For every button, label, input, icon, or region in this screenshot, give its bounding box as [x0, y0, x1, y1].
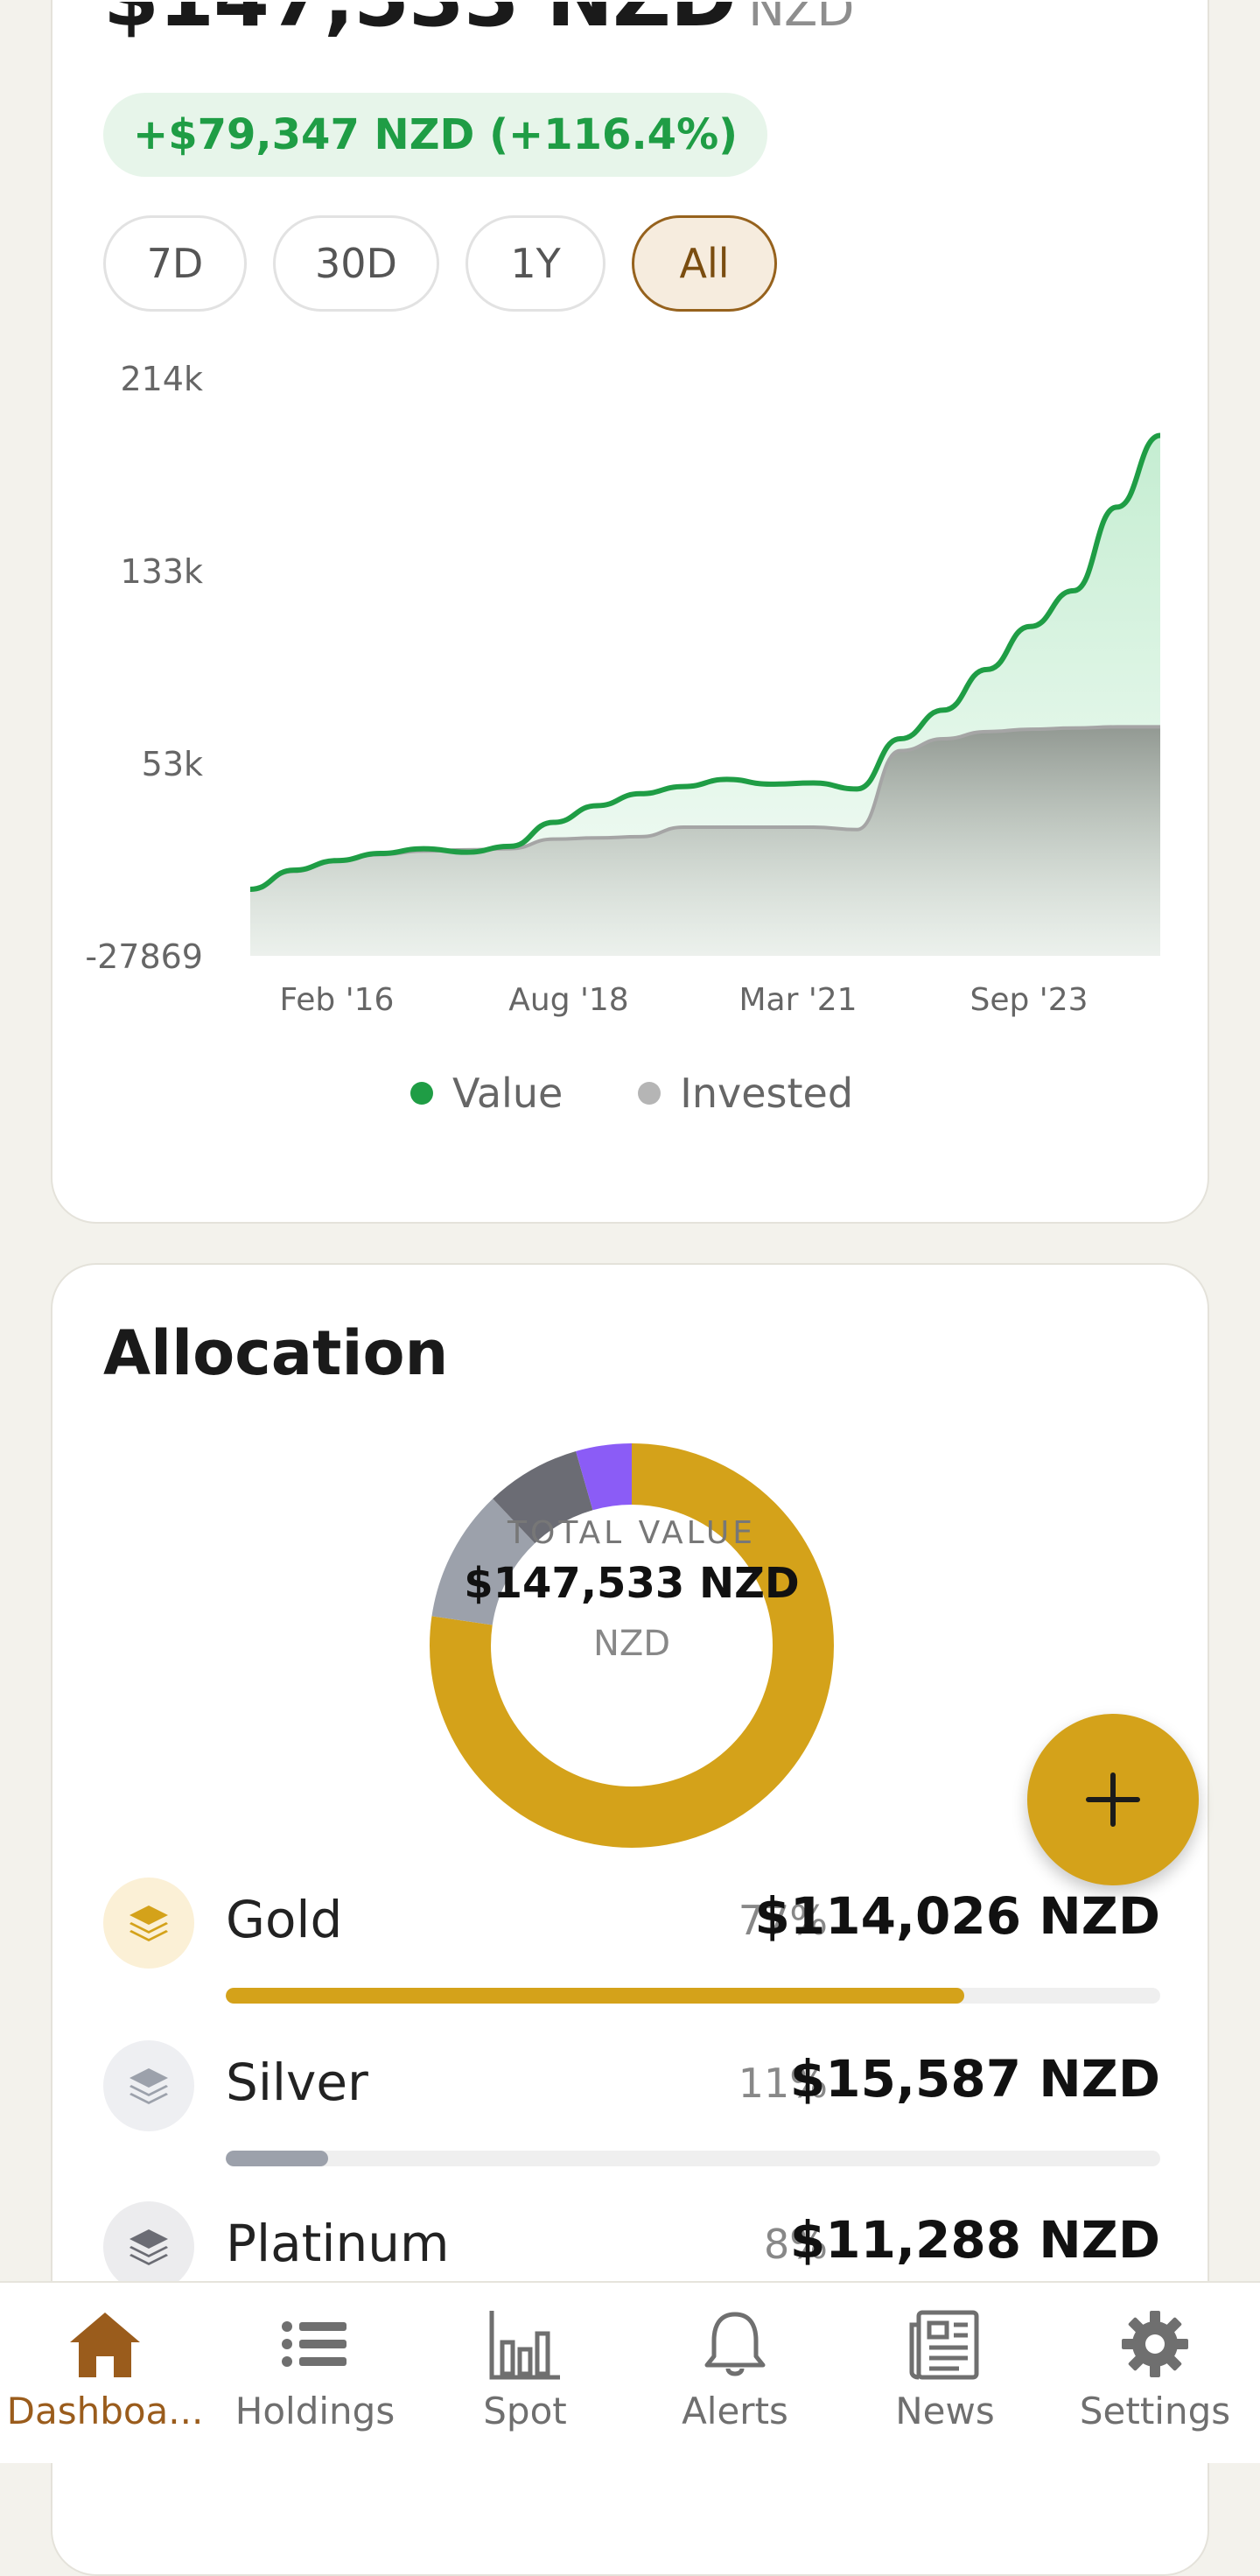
metal-value: $11,288 NZD — [789, 2210, 1160, 2270]
allocation-title: Allocation — [103, 1317, 449, 1389]
metal-name: Platinum — [226, 2214, 450, 2273]
y-tick-label: 53k — [142, 745, 203, 783]
metal-icon — [103, 1878, 194, 1969]
x-tick-label: Aug '18 — [508, 982, 628, 1018]
x-tick-label: Sep '23 — [970, 982, 1088, 1018]
y-tick-label: -27869 — [85, 937, 203, 976]
metal-value: $15,587 NZD — [789, 2049, 1160, 2109]
allocation-donut-chart — [430, 1443, 834, 1848]
bottom-nav: Dashboa... Holdings Spot Alerts — [0, 2281, 1260, 2463]
stack-icon — [130, 1906, 168, 1941]
nav-news[interactable]: News — [840, 2283, 1050, 2463]
change-text: +$79,347 NZD (+116.4%) — [133, 110, 738, 159]
list-icon — [282, 2321, 346, 2367]
portfolio-chart: 214k 133k 53k -27869 Feb '16 Aug '18 Mar '21 S… — [85, 360, 1161, 1018]
stack-icon — [130, 2068, 168, 2104]
plus-icon — [1086, 1772, 1140, 1827]
metal-percent: 8% — [764, 2221, 828, 2268]
nav-holdings[interactable]: Holdings — [210, 2283, 420, 2463]
chart-legend: Value Invested — [52, 1070, 1211, 1117]
series-area-invested — [250, 726, 1160, 956]
metal-name: Silver — [226, 2053, 368, 2112]
range-selector: 7D 30D 1Y All — [103, 215, 777, 312]
bar-chart-icon — [489, 2311, 560, 2380]
range-30d-button[interactable]: 30D — [273, 215, 439, 312]
metal-icon — [103, 2040, 194, 2131]
donut-center-value: $147,533 NZD — [464, 1559, 800, 1608]
change-badge: +$79,347 NZD (+116.4%) — [103, 93, 768, 177]
nav-alerts[interactable]: Alerts — [630, 2283, 840, 2463]
range-all-button[interactable]: All — [632, 215, 777, 312]
performance-card: $147,533 NZD NZD +$79,347 NZD (+116.4%) 7… — [51, 0, 1209, 1224]
range-1y-button[interactable]: 1Y — [466, 215, 606, 312]
metal-name: Gold — [226, 1890, 343, 1949]
home-icon — [70, 2313, 140, 2377]
allocation-row-gold[interactable]: Gold 77% $114,026 NZD — [103, 1878, 1160, 2035]
newspaper-icon — [909, 2310, 979, 2380]
x-tick-label: Feb '16 — [280, 982, 395, 1018]
range-7d-button[interactable]: 7D — [103, 215, 247, 312]
y-tick-label: 133k — [120, 552, 203, 591]
metal-progress-fill — [226, 1988, 964, 2004]
nav-dashboard[interactable]: Dashboa... — [0, 2283, 210, 2463]
allocation-donut: TOTAL VALUE $147,533 NZD NZD — [52, 1431, 1211, 1860]
donut-center-label: TOTAL VALUE — [508, 1515, 756, 1551]
metal-percent: 11% — [738, 2060, 828, 2107]
nav-settings[interactable]: Settings — [1050, 2283, 1260, 2463]
stack-icon — [130, 2229, 168, 2265]
metal-icon — [103, 2201, 194, 2292]
series-line-value — [249, 432, 1161, 892]
gear-icon — [1122, 2311, 1188, 2377]
donut-slice-palladium — [430, 1443, 834, 1848]
legend-value: Value — [410, 1070, 563, 1117]
total-value: $147,533 NZD — [103, 2, 737, 45]
legend-value-dot — [410, 1082, 433, 1105]
nav-spot[interactable]: Spot — [420, 2283, 630, 2463]
legend-invested: Invested — [638, 1070, 853, 1117]
x-tick-label: Mar '21 — [738, 982, 857, 1018]
donut-center-currency: NZD — [592, 1624, 671, 1664]
metal-progress-fill — [226, 2151, 329, 2166]
total-currency: NZD — [748, 2, 854, 38]
bell-icon — [704, 2312, 766, 2376]
metal-percent: 77% — [738, 1897, 828, 1944]
legend-invested-dot — [638, 1082, 662, 1105]
total-value-line: $147,533 NZD NZD — [103, 2, 978, 63]
add-holding-button[interactable] — [1027, 1714, 1199, 1885]
metal-value: $114,026 NZD — [754, 1886, 1160, 1946]
metal-progress-track — [226, 1988, 1160, 2004]
allocation-row-silver[interactable]: Silver 11% $15,587 NZD — [103, 2040, 1160, 2198]
y-tick-label: 214k — [120, 360, 203, 398]
metal-progress-track — [226, 2151, 1160, 2166]
